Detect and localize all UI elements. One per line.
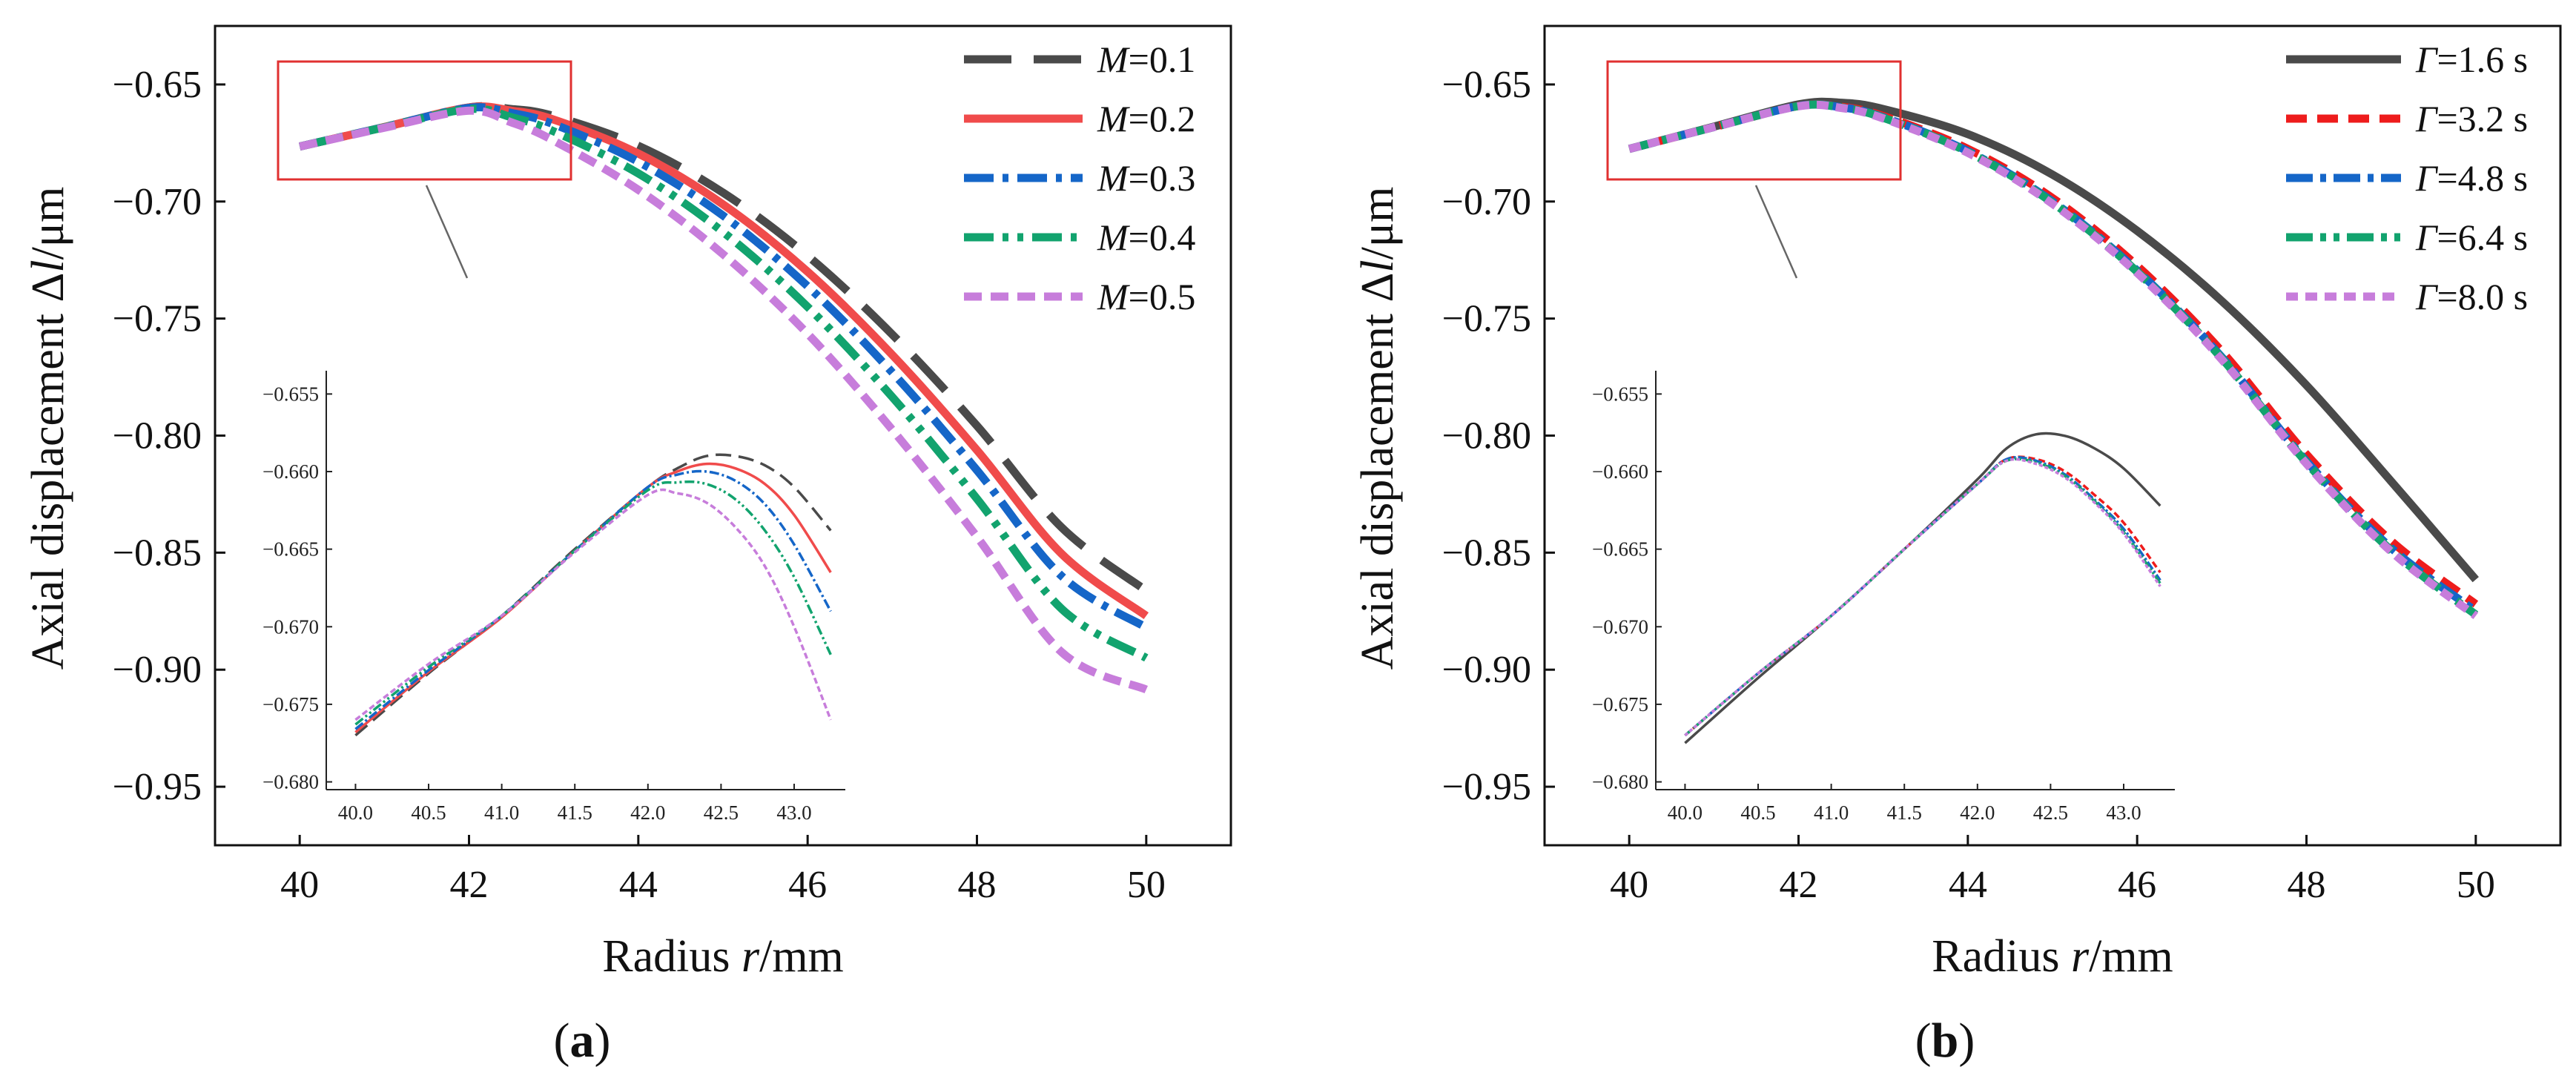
y-tick-label: −0.70 [1442, 181, 1531, 223]
legend-label: M=0.3 [1097, 157, 1195, 199]
x-tick-label: 50 [1127, 864, 1166, 906]
x-tick-label: 46 [788, 864, 827, 906]
inset-series-line [354, 480, 832, 726]
x-tick-label: 42 [450, 864, 489, 906]
legend-label: Γ=6.4 s [2415, 217, 2528, 258]
x-tick-label: 48 [958, 864, 997, 906]
inset-y-tick-label: −0.660 [1592, 460, 1648, 483]
zoom-leader-line [1754, 185, 1798, 279]
inset-y-tick-label: −0.655 [262, 383, 319, 405]
y-tick-label: −0.85 [113, 532, 202, 574]
inset-x-tick-label: 42.0 [1960, 802, 1995, 824]
inset-y-tick-label: −0.655 [1592, 383, 1648, 405]
panel-label: (a) [554, 1014, 611, 1068]
inset-x-tick-label: 42.0 [630, 802, 665, 824]
zoom-region-box [277, 60, 572, 181]
x-tick-label: 48 [2288, 864, 2326, 906]
y-tick-label: −0.95 [113, 766, 202, 808]
inset-y-tick-label: −0.665 [1592, 538, 1648, 561]
zoom-region-box [1606, 60, 1902, 181]
inset-x-tick-label: 40.0 [338, 802, 373, 824]
chart-panel-a: 40 42 44 46 48 50 −0.65 −0.70 −0.75 −0.80 −0.85 −0.… [23, 24, 1232, 1068]
x-tick-label: 40 [280, 864, 319, 906]
y-axis-label: Axial displacement Δl/μm [1353, 187, 1403, 670]
y-tick-label: −0.65 [1442, 64, 1531, 106]
y-tick-label: −0.70 [113, 181, 202, 223]
y-tick-label: −0.80 [113, 415, 202, 457]
inset-y-tick-label: −0.660 [262, 460, 319, 483]
inset-series-line [1684, 432, 2161, 744]
x-axis-label: Radius r/mm [602, 931, 844, 982]
inset-series-line [1684, 457, 2161, 737]
legend-label: Γ=4.8 s [2415, 157, 2528, 199]
inset-y-tick-label: −0.665 [262, 538, 319, 561]
x-tick-label: 50 [2457, 864, 2495, 906]
legend-label: Γ=1.6 s [2415, 39, 2528, 80]
y-tick-label: −0.75 [113, 298, 202, 340]
legend-label: Γ=8.0 s [2415, 276, 2528, 317]
inset-x-tick-label: 40.0 [1668, 802, 1703, 824]
x-axis-label: Radius r/mm [1932, 931, 2173, 982]
x-tick-label: 40 [1610, 864, 1648, 906]
inset-x-tick-label: 42.5 [2033, 802, 2068, 824]
inset-x-tick-label: 41.5 [558, 802, 592, 824]
chart-panel-b: 40 42 44 46 48 50 −0.65 −0.70 −0.75 −0.80 −0.85 −0.… [1353, 24, 2562, 1068]
y-tick-label: −0.90 [113, 649, 202, 691]
inset-y-tick-label: −0.675 [1592, 693, 1648, 715]
inset-y-tick-label: −0.670 [262, 615, 319, 638]
inset-x-tick-label: 41.5 [1887, 802, 1922, 824]
inset-y-tick-label: −0.680 [1592, 771, 1648, 793]
inset-series-line [354, 462, 832, 733]
inset-x-tick-label: 42.5 [704, 802, 739, 824]
x-tick-label: 46 [2118, 864, 2156, 906]
inset-y-tick-label: −0.680 [262, 771, 319, 793]
y-tick-label: −0.65 [113, 64, 202, 106]
legend-label: M=0.1 [1097, 39, 1195, 80]
plot-frame [1543, 24, 2562, 847]
legend-label: M=0.2 [1097, 98, 1195, 139]
inset-series-line [354, 469, 832, 730]
inset-x-tick-label: 43.0 [2106, 802, 2141, 824]
y-tick-label: −0.95 [1442, 766, 1531, 808]
series-line [1628, 100, 2479, 619]
inset-y-tick-label: −0.670 [1592, 615, 1648, 638]
y-tick-label: −0.80 [1442, 415, 1531, 457]
x-tick-label: 44 [1949, 864, 1987, 906]
series-line [299, 106, 1149, 694]
legend-label: M=0.5 [1097, 276, 1195, 317]
series-line [298, 102, 1149, 620]
legend-label: M=0.4 [1097, 217, 1195, 258]
y-axis-label: Axial displacement Δl/μm [23, 187, 73, 670]
legend-label: Γ=3.2 s [2415, 98, 2528, 139]
inset-series-line [354, 488, 832, 721]
x-tick-label: 44 [619, 864, 658, 906]
zoom-leader-line [425, 185, 469, 279]
inset-x-tick-label: 40.5 [411, 802, 446, 824]
inset-x-tick-label: 41.0 [1814, 802, 1849, 824]
panel-label: (b) [1915, 1014, 1975, 1068]
y-tick-label: −0.90 [1442, 649, 1531, 691]
inset-x-tick-label: 41.0 [484, 802, 519, 824]
y-tick-label: −0.85 [1442, 532, 1531, 574]
inset-x-tick-label: 43.0 [776, 802, 811, 824]
inset-y-tick-label: −0.675 [262, 693, 319, 715]
inset-x-tick-label: 40.5 [1740, 802, 1775, 824]
x-tick-label: 42 [1780, 864, 1818, 906]
inset-series-line [1684, 457, 2161, 737]
y-tick-label: −0.75 [1442, 298, 1531, 340]
